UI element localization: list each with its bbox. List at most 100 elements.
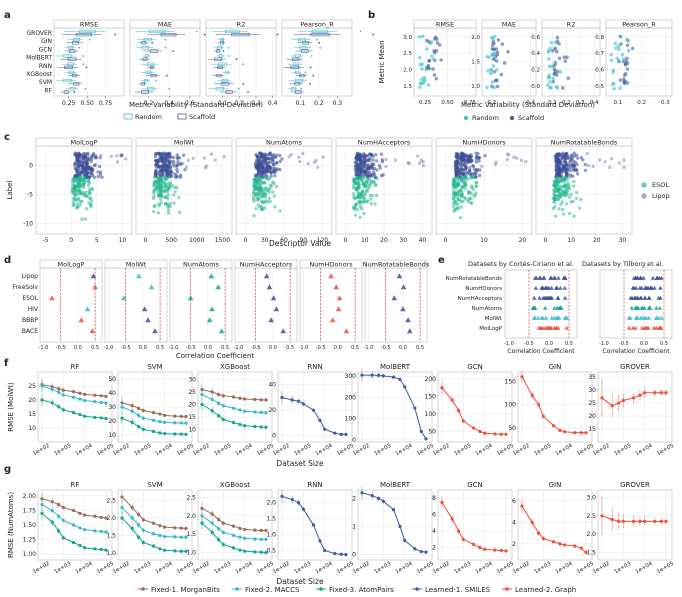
panel-label-b: b — [368, 10, 375, 21]
facet-title: MolLogP — [58, 261, 85, 269]
tick-label: 100 — [505, 402, 517, 409]
series-point — [290, 398, 294, 402]
series-point — [99, 394, 103, 398]
panel-frame — [605, 27, 673, 97]
tick-label: 1e+02 — [272, 443, 291, 457]
outlier-point — [196, 30, 198, 33]
scatter-point-esol — [456, 193, 460, 198]
scatter-point-lipop — [157, 165, 162, 169]
scatter-point — [431, 67, 435, 71]
triangle-marker — [135, 273, 142, 279]
series-point — [217, 517, 221, 522]
series-point — [137, 413, 141, 417]
series-point — [57, 514, 61, 518]
series-point — [57, 502, 61, 507]
tick-label: 0 — [272, 433, 276, 440]
scatter-point-esol — [86, 183, 91, 188]
series-point — [173, 421, 177, 425]
scatter-point-lipop — [176, 160, 180, 164]
triangle-marker — [637, 285, 643, 290]
scatter-point-esol — [553, 205, 557, 209]
scatter-point-esol — [71, 200, 76, 204]
scatter-point-lipop — [75, 163, 80, 167]
bottom-legend: Fixed-1. MorganBits Fixed-2. MACCS Fixed-3… — [138, 586, 576, 594]
panel-frame — [364, 267, 428, 343]
scatter-point-lipop — [358, 167, 363, 172]
triangle-marker — [552, 305, 557, 310]
outlier-point — [88, 38, 91, 41]
scatter-point-esol — [354, 202, 359, 206]
scatter-point-esol — [81, 183, 85, 187]
series-point — [184, 414, 188, 419]
scatter-point-esol — [72, 196, 76, 200]
tick-label: 1e+05 — [496, 443, 515, 458]
tick-label: 2 — [432, 545, 436, 552]
box — [62, 54, 72, 58]
triangle-marker — [551, 275, 557, 280]
series-point — [40, 502, 44, 507]
tick-label: -1.0 — [104, 345, 114, 351]
series-line — [521, 376, 586, 434]
scatter-point-lipop — [421, 160, 425, 164]
series-point — [78, 543, 82, 548]
series-point — [104, 416, 108, 421]
series-point — [558, 428, 562, 432]
outlier-point — [276, 33, 279, 36]
scatter-point-lipop — [454, 168, 458, 173]
outlier-point — [172, 50, 175, 52]
series-point — [210, 521, 214, 525]
series-point — [259, 550, 263, 554]
triangle-marker — [206, 317, 213, 323]
scatter-point — [494, 68, 499, 72]
tick-label: 300 — [345, 373, 357, 380]
scatter-point-esol — [78, 202, 82, 207]
facet-title: GIN — [549, 363, 562, 371]
tick-label: 0.1 — [218, 100, 228, 107]
scatter-point-esol — [474, 184, 478, 188]
series-point — [381, 374, 385, 378]
scatter-point — [500, 42, 505, 46]
scatter-point — [547, 64, 552, 69]
outlier-point — [84, 87, 87, 90]
scatter-point-esol — [274, 184, 279, 188]
series-line — [201, 404, 267, 428]
scatter-point-lipop — [480, 164, 484, 168]
tick-label: 0.0 — [139, 345, 147, 351]
tick-label: 0.50 — [80, 100, 94, 107]
scatter-point-lipop — [421, 163, 426, 168]
tick-label: 0.6 — [595, 67, 604, 73]
outlier-point — [247, 91, 249, 93]
tick-label: 0.8 — [595, 35, 604, 41]
scatter-point — [495, 84, 500, 89]
scatter-point-lipop — [202, 156, 207, 160]
series-point — [297, 501, 301, 505]
legend-label: Fixed-2. MACCS — [245, 586, 300, 594]
tick-label: 15 — [588, 426, 596, 433]
series-point — [210, 512, 214, 516]
series-point — [333, 431, 337, 435]
tick-label: -0.5 — [251, 345, 261, 351]
series-point — [104, 548, 108, 552]
axis-title-c-x: Descriptor Value — [269, 239, 331, 248]
scatter-point-esol — [372, 179, 376, 184]
scatter-point-lipop — [289, 152, 294, 157]
scatter-point-lipop — [301, 151, 305, 156]
tick-label: 0.5 — [660, 341, 668, 347]
scatter-point-esol — [153, 181, 157, 185]
series-point — [200, 402, 204, 407]
series-point — [370, 373, 374, 377]
tick-label: 0.5 — [565, 341, 573, 347]
series-point — [238, 396, 242, 400]
series-point — [151, 521, 156, 525]
scatter-point-lipop — [564, 160, 568, 165]
scatter-point-esol — [159, 178, 163, 183]
triangle-marker — [540, 315, 546, 320]
scatter-point-lipop — [461, 167, 465, 172]
scatter-point-lipop — [312, 160, 317, 165]
tick-label: 1e+05 — [336, 561, 355, 576]
outlier-point — [242, 82, 245, 85]
scatter-point-esol — [88, 191, 92, 195]
tick-label: 1e+05 — [176, 561, 195, 576]
scatter-point — [491, 64, 496, 68]
scatter-point — [625, 56, 629, 61]
